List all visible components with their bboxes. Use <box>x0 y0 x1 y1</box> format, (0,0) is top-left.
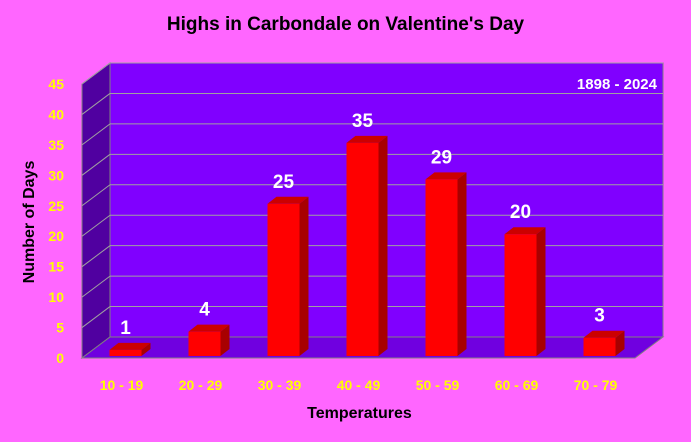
y-axis-title: Number of Days <box>21 160 38 284</box>
bar-data-label: 4 <box>199 300 210 321</box>
gridline-depth <box>81 214 111 237</box>
x-tick-label: 60 - 69 <box>495 377 539 393</box>
bar <box>504 234 537 356</box>
bar-side <box>378 135 388 356</box>
y-tick-label: 45 <box>48 76 64 92</box>
gridline-depth <box>81 245 111 268</box>
bar-data-label: 20 <box>510 202 531 223</box>
bar-data-label: 35 <box>352 111 374 132</box>
bar-data-label: 29 <box>431 147 452 168</box>
side-wall <box>81 62 111 359</box>
bar-data-label: 25 <box>273 172 295 193</box>
bar-top <box>267 196 309 204</box>
bar-side <box>615 330 625 356</box>
gridline-depth <box>81 275 111 298</box>
x-tick-label: 20 - 29 <box>179 377 223 393</box>
y-tick-label: 25 <box>48 198 64 214</box>
bar-side <box>457 172 467 356</box>
bar-top <box>188 324 230 332</box>
gridline-depth <box>81 153 111 176</box>
bar-data-label: 1 <box>120 318 131 339</box>
y-tick-label: 5 <box>56 320 64 336</box>
bar-top <box>346 135 388 143</box>
bar <box>346 142 379 356</box>
bar-side <box>299 196 309 356</box>
year-range-annotation: 1898 - 2024 <box>576 76 657 93</box>
y-tick-label: 40 <box>48 106 64 122</box>
y-tick-label: 20 <box>48 228 64 244</box>
chart-title: Highs in Carbondale on Valentine's Day <box>166 14 525 35</box>
bar <box>109 349 142 356</box>
bar-top <box>504 227 546 235</box>
bar-top <box>583 330 625 338</box>
y-tick-label: 30 <box>48 167 64 183</box>
x-axis-title: Temperatures <box>307 405 412 422</box>
gridline-depth <box>81 306 111 328</box>
y-tick-label: 10 <box>48 289 64 305</box>
gridline-depth <box>81 123 111 146</box>
gridline-depth <box>81 62 111 85</box>
y-tick-label: 15 <box>48 259 64 275</box>
bar-side <box>536 227 546 356</box>
bar-top <box>425 172 467 180</box>
y-tick-label: 0 <box>56 350 64 366</box>
bar-data-label: 3 <box>594 306 605 327</box>
gridline-depth <box>81 93 111 115</box>
bar <box>188 331 221 356</box>
bar-top <box>109 342 151 350</box>
x-tick-label: 10 - 19 <box>100 377 144 393</box>
x-tick-label: 50 - 59 <box>416 377 460 393</box>
gridline-depth <box>81 184 111 207</box>
bar-side <box>141 342 151 356</box>
bar <box>267 203 300 356</box>
bar <box>583 337 616 356</box>
bar <box>425 179 458 356</box>
bar-side <box>220 324 230 356</box>
y-tick-label: 35 <box>48 137 64 153</box>
x-tick-label: 30 - 39 <box>258 377 302 393</box>
x-tick-label: 70 - 79 <box>574 377 618 393</box>
x-tick-label: 40 - 49 <box>337 377 381 393</box>
